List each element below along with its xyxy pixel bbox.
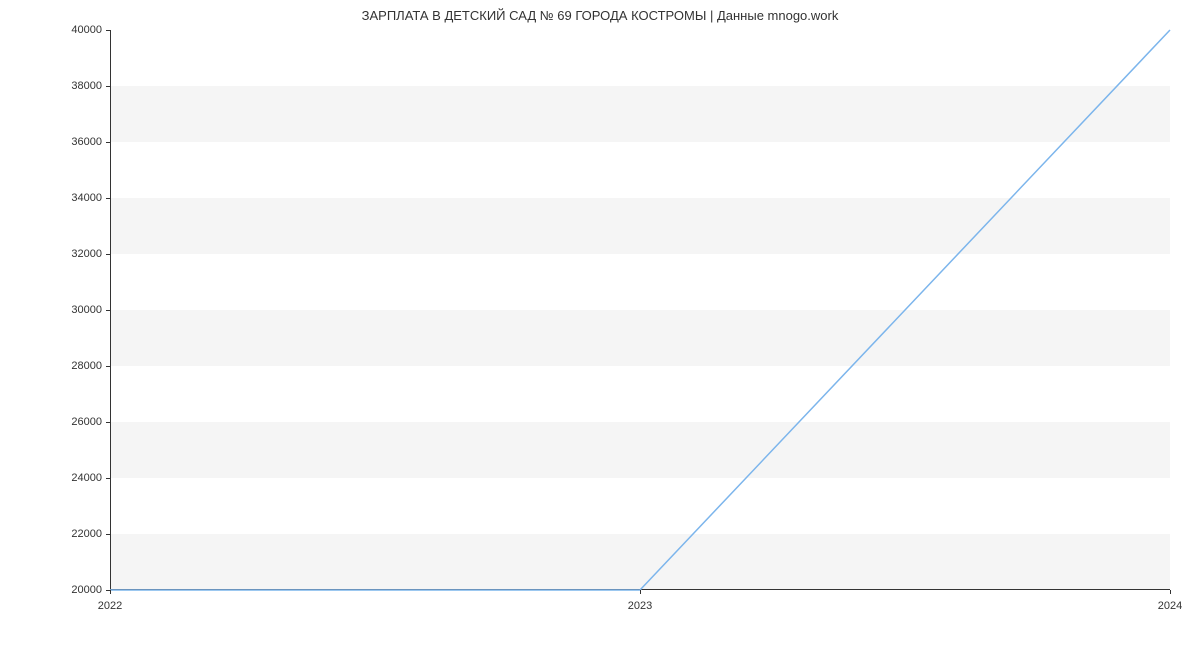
y-tick-label: 26000 bbox=[71, 416, 102, 428]
x-tick-label: 2024 bbox=[1158, 600, 1182, 612]
plot-area: 2000022000240002600028000300003200034000… bbox=[110, 30, 1170, 590]
x-tick-label: 2023 bbox=[628, 600, 652, 612]
x-tick-mark bbox=[110, 590, 111, 594]
x-tick-label: 2022 bbox=[98, 600, 122, 612]
y-tick-label: 20000 bbox=[71, 584, 102, 596]
y-tick-label: 38000 bbox=[71, 80, 102, 92]
y-tick-mark bbox=[106, 254, 110, 255]
series-line bbox=[110, 30, 1170, 590]
x-tick-mark bbox=[1170, 590, 1171, 594]
y-tick-label: 28000 bbox=[71, 360, 102, 372]
y-tick-label: 40000 bbox=[71, 24, 102, 36]
x-tick-mark bbox=[640, 590, 641, 594]
chart-container: 2000022000240002600028000300003200034000… bbox=[110, 30, 1170, 590]
line-series bbox=[110, 30, 1170, 590]
y-tick-mark bbox=[106, 198, 110, 199]
y-tick-label: 34000 bbox=[71, 192, 102, 204]
y-tick-label: 36000 bbox=[71, 136, 102, 148]
y-tick-mark bbox=[106, 30, 110, 31]
y-tick-label: 22000 bbox=[71, 528, 102, 540]
chart-title: ЗАРПЛАТА В ДЕТСКИЙ САД № 69 ГОРОДА КОСТР… bbox=[0, 8, 1200, 23]
y-tick-mark bbox=[106, 422, 110, 423]
y-tick-mark bbox=[106, 142, 110, 143]
y-tick-label: 32000 bbox=[71, 248, 102, 260]
y-tick-mark bbox=[106, 310, 110, 311]
y-tick-mark bbox=[106, 366, 110, 367]
y-tick-mark bbox=[106, 478, 110, 479]
y-tick-mark bbox=[106, 534, 110, 535]
y-tick-label: 30000 bbox=[71, 304, 102, 316]
y-tick-mark bbox=[106, 86, 110, 87]
y-tick-label: 24000 bbox=[71, 472, 102, 484]
